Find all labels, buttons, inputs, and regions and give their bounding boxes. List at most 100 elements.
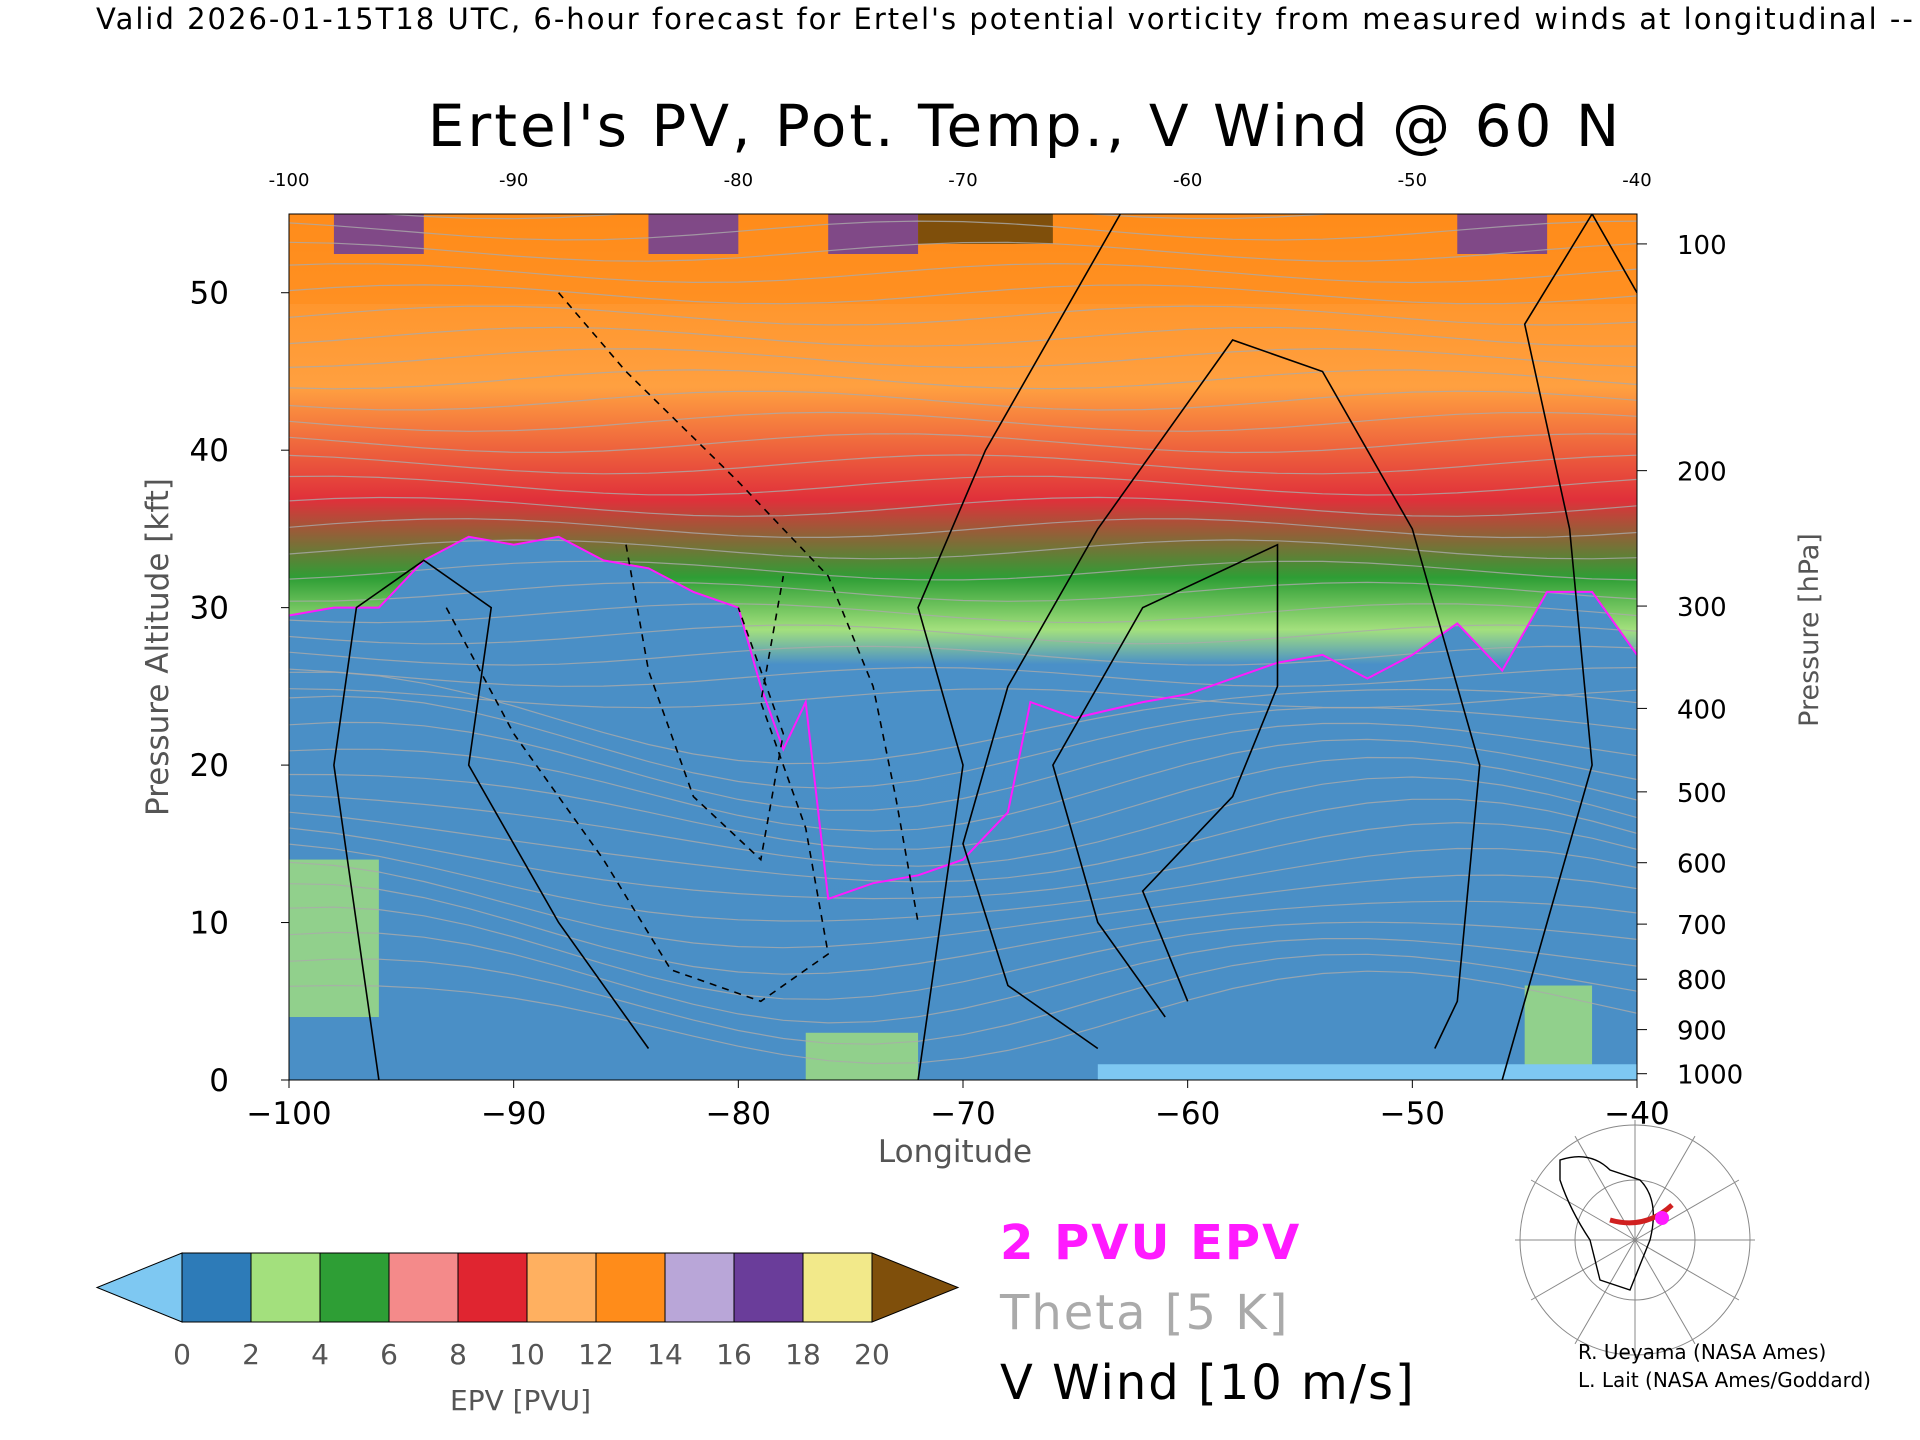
pressure-tick-label: 1000 [1677, 1061, 1743, 1091]
legend-vwind: V Wind [10 m/s] [1000, 1355, 1416, 1411]
theta-isentrope [289, 776, 1637, 867]
epv-patch-over [918, 214, 1053, 244]
theta-isentrope [289, 883, 1637, 975]
map-meridian [1634, 1239, 1740, 1301]
credit-author-2: L. Lait (NASA Ames/Goddard) [1578, 1368, 1871, 1392]
legend-2pvu: 2 PVU EPV [1000, 1215, 1302, 1271]
colorbar-segment [388, 1252, 459, 1323]
x-axis-label: Longitude [878, 1134, 1032, 1170]
top-tick-label: -40 [1622, 170, 1651, 191]
x-tick-label: −100 [246, 1096, 331, 1132]
pressure-tick-label: 300 [1677, 593, 1727, 623]
theta-isentrope [289, 433, 1637, 454]
y-tick-label: 10 [190, 906, 229, 942]
theta-isentrope [289, 241, 1637, 262]
theta-isentrope [289, 671, 1637, 765]
colorbar-tick-label: 0 [173, 1338, 191, 1371]
pressure-tick-label: 700 [1677, 911, 1727, 941]
theta-isentrope [377, 214, 1335, 220]
colorbar-segment [733, 1252, 804, 1323]
credit-author-1: R. Ueyama (NASA Ames) [1578, 1340, 1827, 1364]
theta-isentrope [289, 326, 1637, 347]
theta-isentrope [289, 695, 1637, 789]
theta-isentrope [289, 284, 1637, 305]
theta-isentrope [289, 666, 1637, 688]
top-tick-label: -80 [724, 170, 753, 191]
y-axis-right-label: Pressure [hPa] [1794, 533, 1825, 727]
theta-isentrope [289, 369, 1637, 390]
top-tick-label: -90 [499, 170, 528, 191]
x-tick-label: −90 [481, 1096, 546, 1132]
theta-isentrope [289, 560, 1637, 581]
epv-surface-patch [805, 1032, 919, 1080]
colorbar-tick-label: 6 [380, 1338, 398, 1371]
vwind-contour [625, 544, 785, 862]
theta-isentrope [289, 688, 1637, 709]
theta-isentrope [289, 624, 1637, 645]
epv-troposphere-region [289, 536, 1637, 1080]
theta-isentrope [289, 906, 1637, 1000]
map-point-marker [1655, 1211, 1669, 1225]
theta-isentrope [289, 347, 1637, 369]
colorbar-under-arrow [95, 1252, 183, 1323]
epv-patch-high [1457, 214, 1548, 254]
theta-isentrope [289, 518, 1637, 539]
theta-isentrope [289, 603, 1637, 624]
x-tick-label: −50 [1380, 1096, 1445, 1132]
colorbar-segment [319, 1252, 390, 1323]
theta-isentrope [289, 843, 1637, 922]
theta-isentrope [289, 821, 1637, 900]
epv-surface-patch [289, 859, 379, 1018]
y-tick-label: 40 [190, 433, 229, 469]
colorbar-segment [181, 1252, 252, 1323]
colorbar-over-arrow [871, 1252, 960, 1323]
colorbar: 0 2 4 6 8 10 12 14 16 18 20 [95, 1252, 960, 1371]
pressure-tick-label: 800 [1677, 966, 1727, 996]
pressure-tick-label: 900 [1677, 1017, 1727, 1047]
colorbar-segment [457, 1252, 528, 1323]
theta-isentrope [289, 721, 1637, 811]
theta-isentrope [289, 305, 1637, 326]
theta-isentrope [289, 454, 1637, 475]
x-tick-label: −60 [1155, 1096, 1220, 1132]
theta-isentrope [289, 220, 1637, 241]
y-axis-label: Pressure Altitude [kft] [140, 478, 176, 816]
vwind-contour [962, 339, 1481, 1050]
colorbar-tick-label: 4 [311, 1338, 329, 1371]
colorbar-tick-label: 12 [578, 1338, 614, 1371]
colorbar-label: EPV [PVU] [450, 1384, 592, 1417]
colorbar-segment [595, 1252, 666, 1323]
map-transect-line [1609, 1203, 1674, 1226]
colorbar-segment [664, 1252, 735, 1323]
valid-time-header: Valid 2026-01-15T18 UTC, 6-hour forecast… [96, 2, 1920, 36]
x-tick-label: −70 [930, 1096, 995, 1132]
y-tick-label: 0 [209, 1063, 229, 1099]
theta-isentrope [289, 539, 1637, 560]
colorbar-tick-label: 2 [242, 1338, 260, 1371]
pressure-tick-label: 200 [1677, 458, 1727, 488]
locator-map [1515, 1120, 1755, 1360]
colorbar-tick-label: 10 [509, 1338, 545, 1371]
epv-under-patch [1097, 1064, 1637, 1080]
plot-area [289, 214, 1637, 1080]
vwind-contour [333, 559, 650, 1080]
pressure-tick-label: 600 [1677, 850, 1727, 880]
theta-isentrope [289, 411, 1637, 432]
colorbar-tick-label: 14 [647, 1338, 683, 1371]
theta-isentrope [289, 861, 1637, 949]
colorbar-segment [802, 1252, 873, 1323]
theta-isentrope [289, 931, 1637, 1024]
y-tick-label: 30 [190, 591, 229, 627]
map-meridian [1634, 1239, 1696, 1345]
epv-patch-high [828, 214, 919, 254]
theta-isentrope [289, 262, 1637, 284]
map-meridian [1530, 1239, 1636, 1301]
theta-isentrope [289, 738, 1637, 832]
pressure-tick-label: 400 [1677, 695, 1727, 725]
vwind-contour [557, 292, 919, 923]
map-meridian [1574, 1239, 1636, 1345]
colorbar-segment [526, 1252, 597, 1323]
colorbar-tick-label: 18 [785, 1338, 821, 1371]
theta-isentrope [289, 953, 1637, 1045]
